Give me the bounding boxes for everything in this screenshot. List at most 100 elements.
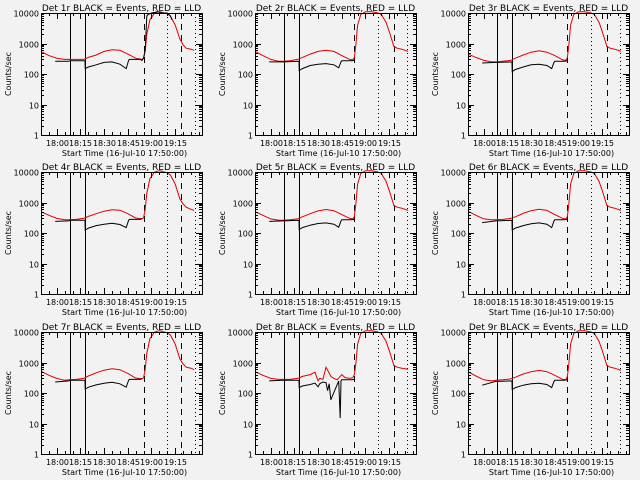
panel-3: Det 3r BLACK = Events, RED = LLD 1 10 100 10… (431, 4, 630, 158)
plot-frame (468, 172, 630, 295)
x-tick-label: 18:00 (46, 458, 69, 467)
y-tick-label: 100 (24, 390, 39, 399)
series-lld (41, 330, 195, 381)
x-axis-label: Start Time (16-Jul-10 17:50:00) (489, 468, 614, 477)
x-axis-label: Start Time (16-Jul-10 17:50:00) (62, 468, 187, 477)
y-tick-label: 10000 (14, 169, 39, 178)
y-tick-label: 1000 (19, 200, 39, 209)
y-tick-label: 1000 (446, 200, 466, 209)
x-tick-label: 19:15 (378, 139, 401, 148)
series-events (269, 378, 355, 419)
x-tick-label: 18:00 (260, 458, 283, 467)
y-tick-label: 1000 (233, 360, 253, 369)
x-tick-label: 18:15 (69, 458, 92, 467)
x-tick-label: 19:00 (567, 139, 590, 148)
y-tick-label: 10000 (228, 169, 253, 178)
panel-6: Det 6r BLACK = Events, RED = LLD 1 10 100 10… (431, 163, 630, 317)
x-tick-label: 18:30 (520, 458, 543, 467)
panel-title: Det 9r BLACK = Events, RED = LLD (469, 323, 628, 333)
y-tick-label: 10000 (14, 329, 39, 338)
x-tick-label: 18:45 (544, 458, 567, 467)
y-tick-label: 10 (29, 421, 39, 430)
y-tick-label: 1 (461, 451, 466, 460)
panel-title: Det 5r BLACK = Events, RED = LLD (256, 163, 415, 173)
y-tick-label: 1000 (446, 41, 466, 50)
y-axis-label: Counts/sec (218, 52, 227, 96)
x-axis-label: Start Time (16-Jul-10 17:50:00) (62, 308, 187, 317)
x-tick-label: 18:15 (496, 139, 519, 148)
y-axis-label: Counts/sec (218, 371, 227, 415)
y-tick-label: 1000 (233, 200, 253, 209)
y-tick-label: 100 (451, 71, 466, 80)
y-axis-label: Counts/sec (431, 211, 440, 255)
plot-frame (255, 332, 417, 455)
y-tick-label: 100 (451, 390, 466, 399)
y-axis-label: Counts/sec (218, 211, 227, 255)
x-tick-label: 18:30 (93, 139, 116, 148)
x-tick-label: 18:15 (496, 298, 519, 307)
x-tick-label: 19:15 (591, 298, 614, 307)
x-tick-label: 18:30 (520, 298, 543, 307)
y-axis-label: Counts/sec (4, 52, 13, 96)
panel-title: Det 2r BLACK = Events, RED = LLD (256, 4, 415, 14)
y-tick-label: 1 (34, 291, 39, 300)
x-tick-label: 18:00 (260, 298, 283, 307)
x-tick-label: 19:00 (140, 458, 163, 467)
x-tick-label: 19:00 (354, 298, 377, 307)
y-tick-label: 100 (238, 71, 253, 80)
y-axis-label: Counts/sec (431, 52, 440, 96)
panel-2: Det 2r BLACK = Events, RED = LLD 1 10 100 10… (218, 4, 417, 158)
series-lld (468, 170, 622, 221)
plot-frame (255, 172, 417, 295)
y-tick-label: 10000 (441, 329, 466, 338)
panel-4: Det 4r BLACK = Events, RED = LLD 1 10 100 10… (4, 163, 203, 317)
y-tick-label: 1 (248, 291, 253, 300)
series-events (55, 217, 143, 231)
y-tick-label: 100 (238, 230, 253, 239)
x-tick-label: 18:45 (331, 139, 354, 148)
x-tick-label: 19:00 (354, 458, 377, 467)
series-events (269, 59, 355, 72)
panel-8: Det 8r BLACK = Events, RED = LLD 1 10 100 10… (218, 323, 417, 477)
y-axis-label: Counts/sec (4, 211, 13, 255)
y-tick-label: 10 (29, 261, 39, 270)
plot-frame (41, 332, 203, 455)
y-tick-label: 1 (248, 451, 253, 460)
series-events (482, 218, 568, 231)
x-tick-label: 18:15 (283, 298, 306, 307)
y-tick-label: 100 (238, 390, 253, 399)
y-tick-label: 10000 (14, 10, 39, 19)
x-tick-label: 18:45 (331, 458, 354, 467)
x-tick-label: 18:30 (93, 298, 116, 307)
x-tick-label: 19:00 (567, 298, 590, 307)
x-tick-label: 18:15 (283, 139, 306, 148)
series-events (269, 218, 355, 231)
plot-frame (41, 172, 203, 295)
y-tick-label: 1 (461, 291, 466, 300)
panel-title: Det 4r BLACK = Events, RED = LLD (42, 163, 201, 173)
y-tick-label: 1000 (19, 41, 39, 50)
x-tick-label: 18:00 (473, 458, 496, 467)
x-axis-label: Start Time (16-Jul-10 17:50:00) (276, 308, 401, 317)
x-tick-label: 18:00 (473, 298, 496, 307)
panel-title: Det 3r BLACK = Events, RED = LLD (469, 4, 628, 14)
x-tick-label: 18:00 (46, 139, 69, 148)
x-tick-label: 19:00 (354, 139, 377, 148)
x-tick-label: 18:45 (331, 298, 354, 307)
x-axis-label: Start Time (16-Jul-10 17:50:00) (62, 149, 187, 158)
x-tick-label: 18:45 (117, 298, 140, 307)
x-axis-label: Start Time (16-Jul-10 17:50:00) (489, 149, 614, 158)
y-tick-label: 10000 (228, 10, 253, 19)
x-tick-label: 18:30 (93, 458, 116, 467)
x-tick-label: 18:45 (117, 139, 140, 148)
plot-frame (468, 13, 630, 136)
x-tick-label: 19:15 (164, 458, 187, 467)
x-tick-label: 18:45 (117, 458, 140, 467)
y-tick-label: 100 (24, 230, 39, 239)
x-axis-label: Start Time (16-Jul-10 17:50:00) (489, 308, 614, 317)
series-events (55, 377, 143, 390)
x-tick-label: 19:00 (140, 139, 163, 148)
series-events (482, 60, 568, 73)
x-tick-label: 18:30 (520, 139, 543, 148)
